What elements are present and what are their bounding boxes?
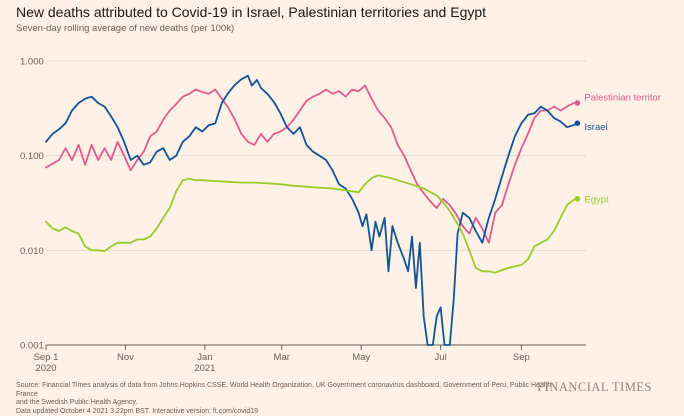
series-line-palestinian-territor [45, 84, 579, 244]
gridlines [46, 60, 586, 346]
series-line-egypt [45, 174, 579, 274]
source-line-3: Data updated October 4 2021 3.22pm BST. … [16, 407, 259, 415]
series-end-marker [574, 120, 581, 127]
series-end-marker [574, 196, 581, 202]
x-tick-year: 2020 [35, 363, 56, 374]
y-tick-label: 0.001 [20, 341, 44, 352]
chart-subtitle: Seven-day rolling average of new deaths … [16, 23, 235, 34]
legend: Palestinian territor Israel Egypt [574, 93, 661, 205]
legend-label: Israel [584, 122, 607, 133]
ft-logo: FINANCIAL TIMES [537, 380, 652, 394]
legend-label: Egypt [584, 194, 609, 205]
x-tick-label: May [352, 352, 370, 363]
y-tick-label: 1.000 [20, 57, 44, 68]
source-note: Source: Financial Times analysis of data… [16, 382, 556, 416]
series-line-israel [45, 74, 579, 346]
series-end-marker [574, 100, 581, 106]
y-axis-ticks: 1.000 0.100 0.010 0.001 [20, 57, 44, 352]
legend-label: Palestinian territor [584, 93, 661, 104]
chart-title: New deaths attributed to Covid-19 in Isr… [16, 4, 487, 20]
x-tick-label: Mar [274, 352, 290, 363]
source-line-1: Source: Financial Times analysis of data… [16, 382, 552, 398]
x-tick-year: 2021 [194, 363, 215, 374]
y-tick-label: 0.100 [20, 151, 44, 162]
x-tick-label: Nov [117, 352, 134, 363]
source-line-2: and the Swedish Public Health Agency. [16, 399, 138, 407]
x-tick-label: Jan [197, 352, 212, 363]
series-lines [45, 74, 579, 346]
x-tick-label: Sep [513, 352, 530, 363]
x-tick-label: Sep 1 [34, 352, 59, 363]
y-tick-label: 0.010 [20, 246, 44, 257]
x-tick-label: Jul [435, 352, 447, 363]
